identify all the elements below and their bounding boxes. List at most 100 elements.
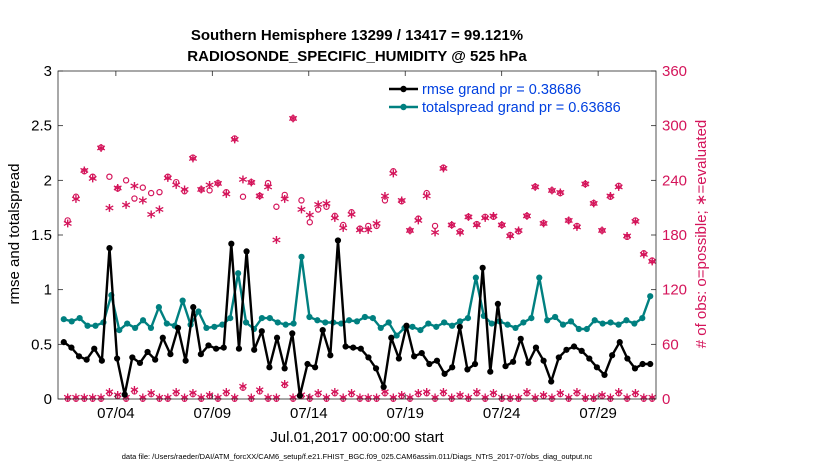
y-axis-label-right: # of obs: o=possible; ∗=evaluated	[693, 120, 710, 349]
obs-possible-point	[523, 212, 531, 220]
obs-low-evaluated-point: *	[448, 390, 457, 409]
rmse-point	[121, 391, 128, 398]
totalspread-point	[361, 313, 369, 321]
obs-possible-point	[181, 188, 188, 195]
obs-possible-point	[598, 227, 606, 234]
totalspread-point	[306, 313, 313, 321]
rmse-point	[334, 237, 342, 244]
plot-area: *** ******** ** * *** * **** ** ***** ** ***** * ***…	[60, 112, 657, 409]
totalspread-point	[536, 274, 543, 281]
rmse-point	[213, 345, 220, 352]
rmse-point	[75, 353, 83, 360]
totalspread-point	[258, 314, 266, 322]
totalspread-point	[520, 319, 527, 326]
rmse-point	[258, 328, 265, 335]
obs-possible-point	[306, 219, 313, 226]
obs-possible-point	[348, 209, 355, 216]
obs-possible-point	[506, 231, 514, 239]
obs-low-evaluated-point: *	[80, 390, 89, 409]
obs-evaluated-point: *	[364, 223, 373, 243]
obs-low-evaluated-point: *	[139, 390, 148, 409]
rmse-point	[357, 345, 364, 352]
obs-possible-point	[64, 217, 71, 224]
obs-possible-point	[114, 185, 121, 192]
obs-evaluated-point: *	[380, 190, 389, 210]
totalspread-point	[92, 322, 99, 329]
rmse-point	[159, 334, 166, 341]
obs-possible-point	[97, 144, 105, 151]
totalspread-point	[409, 323, 416, 330]
obs-low-evaluated-point: *	[556, 385, 565, 404]
legend-rmse-label: rmse grand pr = 0.38686	[422, 82, 581, 98]
obs-possible-point	[448, 221, 455, 229]
obs-low-evaluated-point: *	[147, 385, 156, 404]
obs-evaluated-point: *	[522, 210, 531, 230]
obs-evaluated-point: *	[289, 112, 298, 132]
obs-possible-point	[164, 173, 172, 180]
totalspread-point	[607, 319, 614, 326]
obs-low-evaluated-point: *	[590, 390, 599, 409]
obs-evaluated-point: *	[155, 203, 164, 223]
totalspread-point	[116, 327, 123, 334]
totalspread-point	[377, 324, 384, 332]
obs-possible-point	[248, 178, 255, 186]
obs-low-evaluated-point: *	[481, 390, 490, 409]
totalspread-point	[155, 304, 162, 311]
obs-low-evaluated-point: *	[439, 385, 448, 404]
obs-evaluated-point: *	[314, 198, 323, 218]
totalspread-point	[274, 319, 281, 326]
obs-evaluated-point: *	[264, 180, 273, 200]
obs-evaluated-point: *	[598, 224, 607, 244]
obs-possible-point	[381, 197, 389, 204]
rmse-point	[167, 351, 174, 358]
legend-spread-marker	[400, 103, 407, 111]
obs-evaluated-point: *	[472, 219, 481, 239]
totalspread-point	[266, 314, 273, 322]
left-tick-label: 1	[44, 282, 52, 299]
obs-possible-point	[498, 221, 506, 229]
obs-low-evaluated-point: *	[414, 385, 423, 404]
obs-possible-point	[289, 115, 297, 122]
obs-low-evaluated-point: *	[256, 383, 265, 402]
totalspread-point	[552, 313, 559, 321]
x-axis-label: Jul.01,2017 00:00:00 start	[270, 429, 444, 446]
totalspread-point	[472, 274, 479, 281]
obs-possible-point	[540, 219, 547, 227]
obs-possible-point	[456, 228, 464, 235]
rmse-point	[411, 353, 418, 360]
obs-low-possible-point	[473, 390, 480, 397]
totalspread-point	[219, 321, 226, 328]
rmse-point	[365, 354, 372, 361]
obs-low-evaluated-point: *	[498, 390, 507, 409]
obs-possible-point	[590, 199, 597, 207]
obs-low-evaluated-point: *	[130, 383, 139, 402]
obs-evaluated-point: *	[339, 221, 348, 241]
obs-possible-point	[214, 179, 222, 187]
obs-low-evaluated-point: *	[322, 390, 331, 409]
obs-evaluated-point: *	[406, 224, 415, 244]
obs-evaluated-point: *	[614, 180, 623, 200]
obs-low-evaluated-point: *	[473, 385, 482, 404]
rmse-point	[174, 324, 182, 332]
obs-low-evaluated-point: *	[63, 390, 72, 409]
obs-evaluated-point: *	[255, 190, 264, 210]
obs-possible-point	[640, 250, 647, 257]
obs-possible-point	[481, 213, 489, 220]
obs-low-evaluated-point: *	[514, 390, 523, 409]
rmse-point	[273, 334, 281, 341]
obs-evaluated-point: *	[63, 217, 72, 237]
obs-low-evaluated-point: *	[272, 390, 281, 409]
rmse-point	[395, 355, 402, 362]
y-axis-label-left: rmse and totalspread	[6, 164, 23, 305]
rmse-point	[266, 364, 273, 371]
rmse-point	[426, 360, 433, 368]
rmse-point	[510, 358, 517, 365]
obs-evaluated-point: *	[506, 230, 515, 250]
rmse-point	[342, 343, 349, 350]
obs-possible-point	[565, 217, 572, 224]
obs-low-evaluated-point: *	[247, 390, 256, 409]
rmse-point	[296, 392, 303, 399]
totalspread-point	[147, 324, 155, 332]
obs-low-evaluated-point: *	[189, 385, 198, 404]
obs-low-evaluated-point: *	[289, 390, 298, 409]
